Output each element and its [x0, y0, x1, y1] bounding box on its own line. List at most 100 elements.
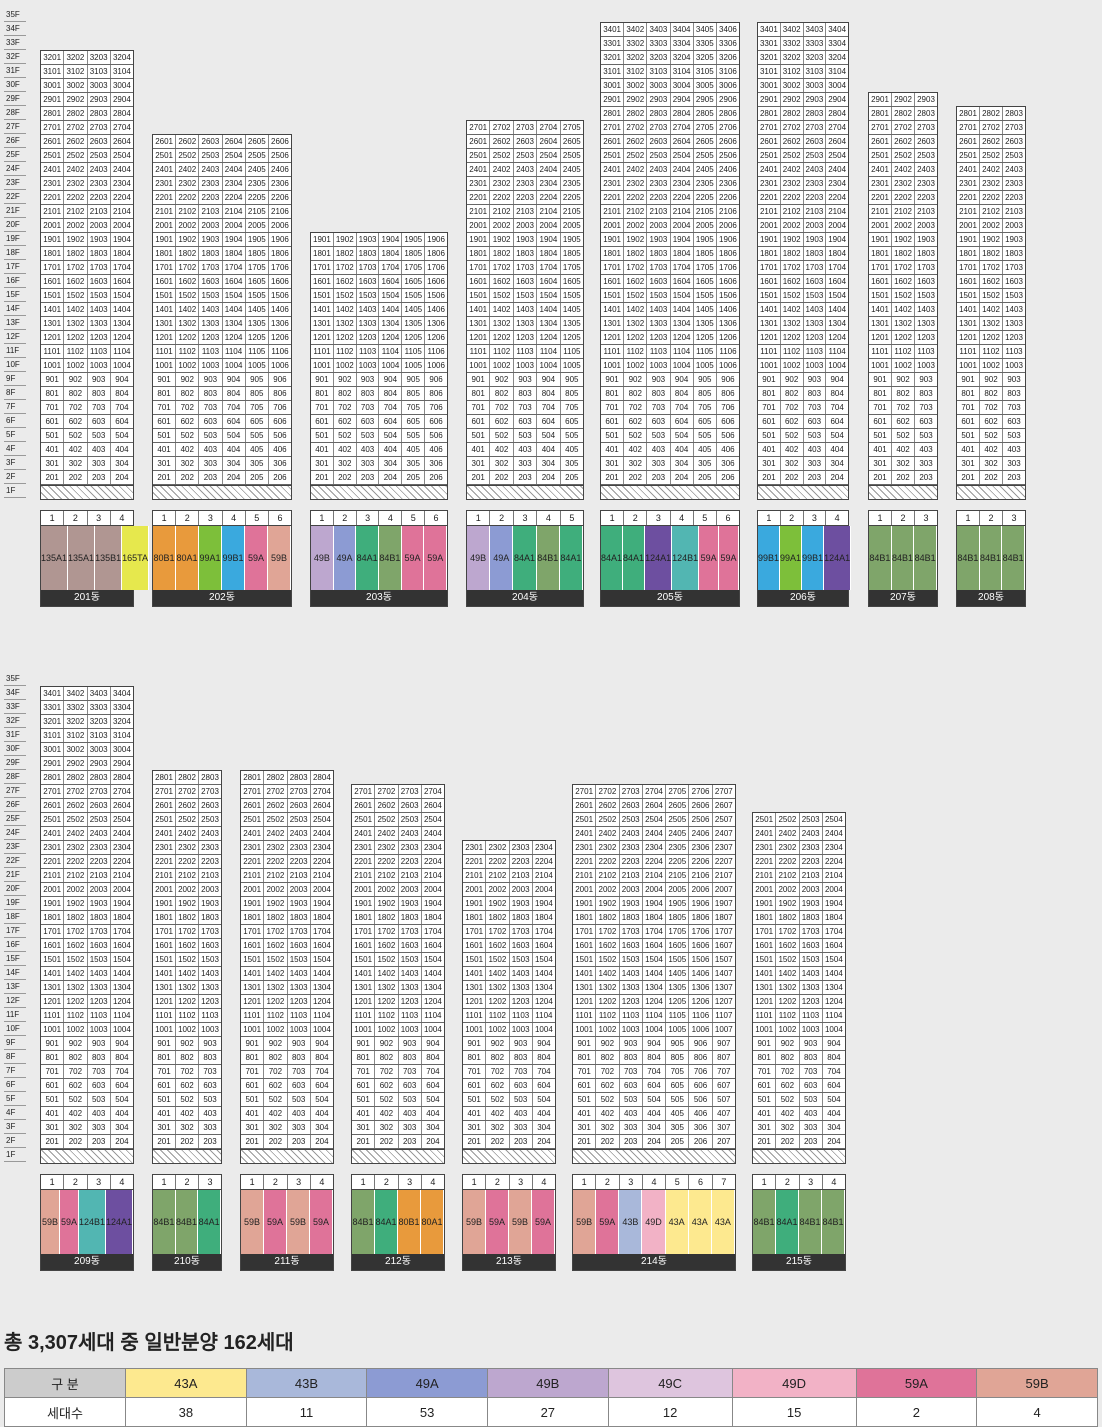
unit-cell[interactable]: 1402	[596, 967, 620, 980]
unit-cell[interactable]: 1902	[375, 897, 399, 910]
unit-cell[interactable]: 3104	[671, 65, 694, 78]
unit-cell[interactable]: 2204	[824, 857, 843, 866]
unit-cell[interactable]: 1004	[828, 361, 847, 370]
unit-cell[interactable]: 804	[115, 1053, 129, 1062]
unit-cell[interactable]: 2001	[41, 219, 65, 232]
unit-cell[interactable]: 804	[830, 389, 844, 398]
unit-cell[interactable]: 1403	[201, 969, 219, 978]
unit-cell[interactable]: 2103	[804, 205, 827, 218]
unit-cell[interactable]: 2102	[486, 869, 510, 882]
unit-cell[interactable]: 3302	[781, 37, 804, 50]
unit-cell[interactable]: 1001	[601, 359, 625, 372]
unit-cell[interactable]: 2205	[666, 855, 690, 868]
unit-cell[interactable]: 1901	[573, 897, 597, 910]
unit-cell[interactable]: 2504	[671, 149, 694, 162]
unit-cell[interactable]: 1502	[776, 953, 800, 966]
unit-cell[interactable]: 505	[565, 431, 579, 440]
unit-cell[interactable]: 1002	[375, 1023, 399, 1036]
unit-cell[interactable]: 703	[203, 1067, 217, 1076]
unit-cell[interactable]: 3004	[112, 81, 131, 90]
unit-cell[interactable]: 1503	[199, 289, 223, 302]
unit-cell[interactable]: 1901	[153, 897, 176, 910]
unit-cell[interactable]: 2004	[671, 219, 694, 232]
unit-cell[interactable]: 2102	[64, 869, 88, 882]
unit-cell[interactable]: 2102	[64, 205, 88, 218]
unit-cell[interactable]: 1405	[402, 303, 426, 316]
unit-cell[interactable]: 904	[537, 1039, 551, 1048]
unit-cell[interactable]: 404	[830, 445, 844, 454]
unit-cell[interactable]: 1306	[427, 319, 445, 328]
unit-cell[interactable]: 1801	[758, 247, 781, 260]
unit-cell[interactable]: 1802	[980, 247, 1003, 260]
unit-cell[interactable]: 2201	[41, 855, 65, 868]
unit-cell[interactable]: 2903	[88, 757, 111, 770]
unit-cell[interactable]: 601	[758, 415, 781, 428]
unit-cell[interactable]: 2701	[467, 121, 491, 134]
unit-cell[interactable]: 2602	[176, 135, 200, 148]
unit-cell[interactable]: 304	[537, 457, 561, 470]
unit-cell[interactable]: 2503	[804, 149, 827, 162]
unit-cell[interactable]: 607	[717, 1081, 731, 1090]
unit-cell[interactable]: 1702	[624, 261, 648, 274]
unit-cell[interactable]: 1201	[41, 331, 65, 344]
unit-cell[interactable]: 304	[671, 457, 694, 470]
unit-cell[interactable]: 1401	[869, 303, 892, 316]
unit-cell[interactable]: 1303	[357, 317, 380, 330]
unit-cell[interactable]: 1401	[601, 303, 625, 316]
unit-cell[interactable]: 506	[689, 1093, 713, 1106]
unit-cell[interactable]: 502	[375, 1093, 399, 1106]
unit-cell[interactable]: 2903	[88, 93, 111, 106]
unit-cell[interactable]: 1702	[781, 261, 804, 274]
unit-cell[interactable]: 1402	[486, 967, 510, 980]
unit-cell[interactable]: 3204	[671, 51, 694, 64]
unit-cell[interactable]: 1202	[334, 331, 357, 344]
unit-cell[interactable]: 2402	[64, 163, 88, 176]
unit-cell[interactable]: 1904	[824, 899, 843, 908]
unit-cell[interactable]: 2606	[689, 799, 713, 812]
unit-cell[interactable]: 602	[596, 1079, 620, 1092]
unit-cell[interactable]: 3304	[671, 37, 694, 50]
unit-cell[interactable]: 604	[827, 1081, 841, 1090]
unit-cell[interactable]: 1404	[643, 967, 667, 980]
unit-cell[interactable]: 1405	[694, 303, 717, 316]
unit-cell[interactable]: 1804	[423, 913, 442, 922]
unit-cell[interactable]: 2003	[88, 219, 111, 232]
unit-cell[interactable]: 402	[486, 1107, 510, 1120]
unit-cell[interactable]: 1201	[753, 995, 777, 1008]
unit-cell[interactable]: 1204	[112, 997, 131, 1006]
unit-cell[interactable]: 2601	[573, 799, 597, 812]
unit-cell[interactable]: 2501	[753, 813, 777, 826]
unit-cell[interactable]: 1701	[352, 925, 376, 938]
unit-cell[interactable]: 1103	[804, 345, 827, 358]
unit-cell[interactable]: 2205	[562, 193, 581, 202]
unit-cell[interactable]: 2202	[776, 855, 800, 868]
unit-cell[interactable]: 1602	[334, 275, 357, 288]
unit-cell[interactable]: 1904	[223, 233, 246, 246]
unit-cell[interactable]: 303	[620, 1121, 643, 1134]
unit-cell[interactable]: 3004	[112, 745, 131, 754]
unit-cell[interactable]: 1103	[647, 345, 671, 358]
unit-cell[interactable]: 506	[273, 431, 287, 440]
unit-cell[interactable]: 1902	[264, 897, 288, 910]
unit-cell[interactable]: 2402	[892, 163, 915, 176]
unit-cell[interactable]: 303	[647, 457, 671, 470]
unit-cell[interactable]: 2006	[271, 221, 289, 230]
unit-cell[interactable]: 802	[375, 1051, 399, 1064]
unit-cell[interactable]: 1504	[312, 955, 331, 964]
unit-cell[interactable]: 1704	[112, 263, 131, 272]
unit-cell[interactable]: 503	[1007, 431, 1021, 440]
unit-cell[interactable]: 2102	[596, 869, 620, 882]
unit-cell[interactable]: 2702	[892, 121, 915, 134]
unit-cell[interactable]: 1902	[64, 233, 88, 246]
unit-cell[interactable]: 2002	[176, 219, 200, 232]
unit-cell[interactable]: 901	[463, 1037, 487, 1050]
unit-cell[interactable]: 2203	[201, 857, 219, 866]
unit-cell[interactable]: 1502	[375, 953, 399, 966]
unit-cell[interactable]: 1203	[1005, 333, 1023, 342]
unit-cell[interactable]: 603	[399, 1079, 422, 1092]
unit-cell[interactable]: 403	[288, 1107, 311, 1120]
unit-cell[interactable]: 1403	[288, 967, 311, 980]
unit-cell[interactable]: 1401	[758, 303, 781, 316]
unit-cell[interactable]: 2301	[241, 841, 265, 854]
unit-cell[interactable]: 706	[689, 1065, 713, 1078]
